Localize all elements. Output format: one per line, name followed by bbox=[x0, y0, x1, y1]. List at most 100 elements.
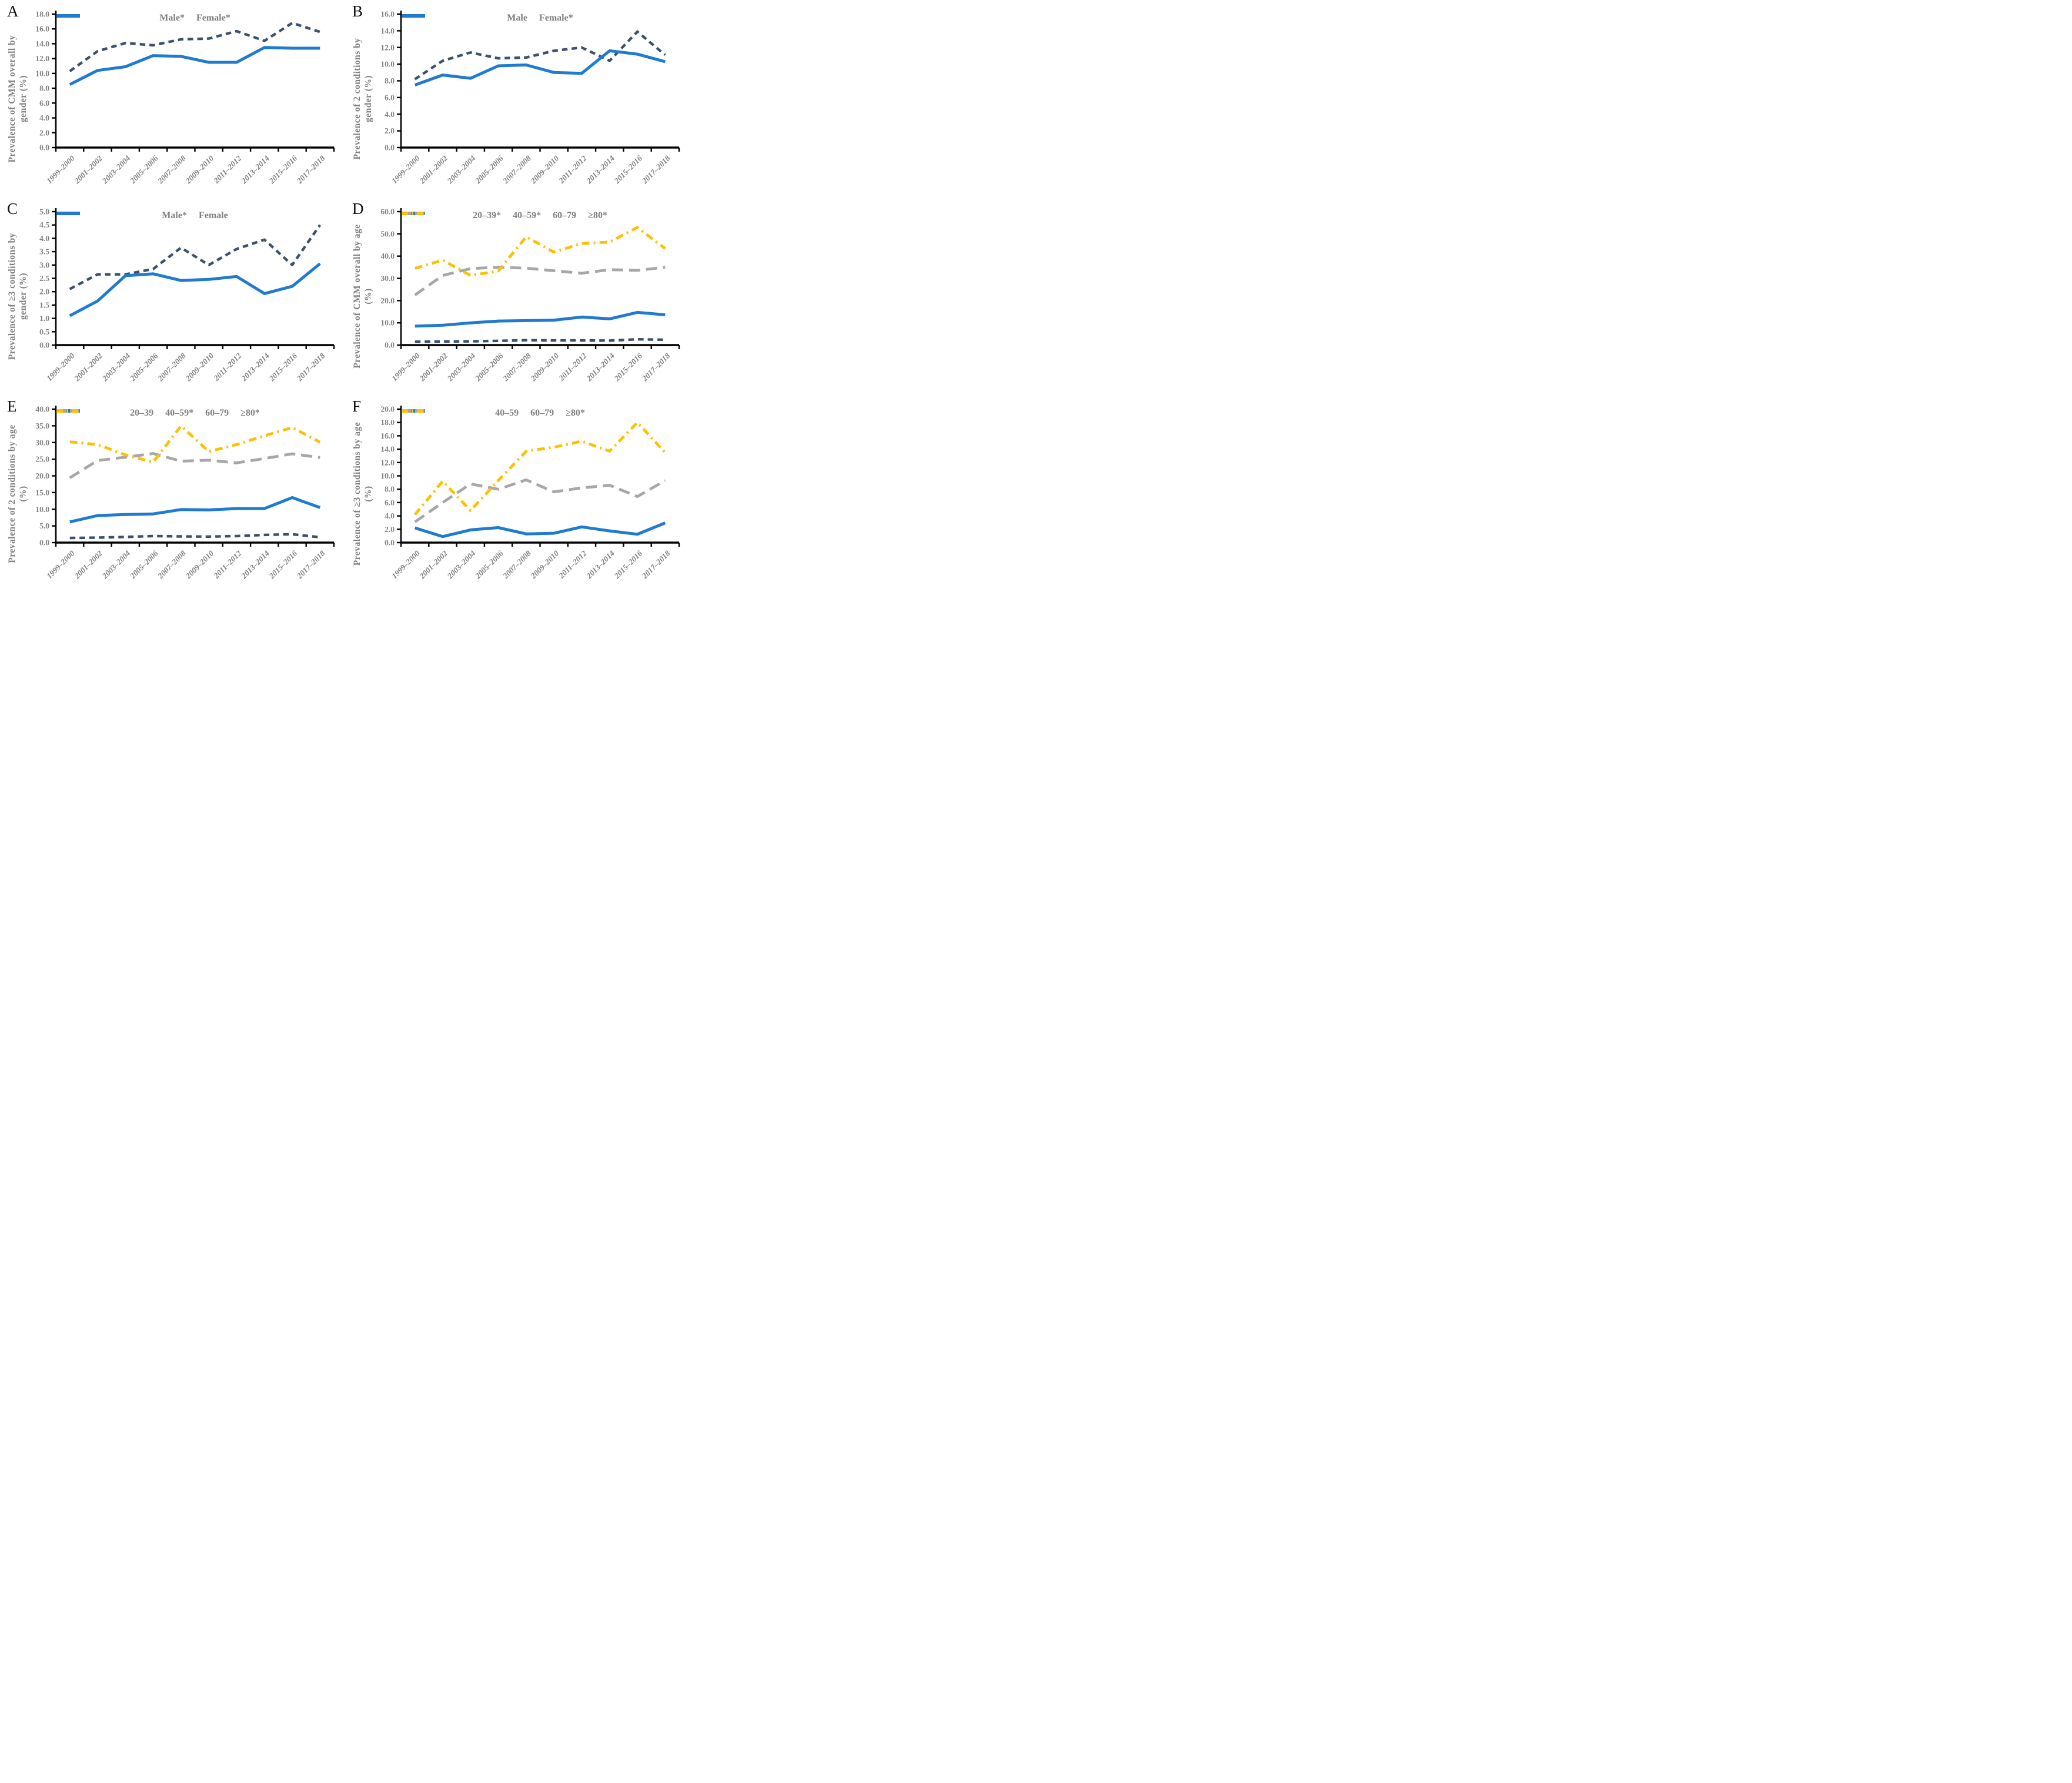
x-category-label: 1999–2000 bbox=[390, 548, 422, 580]
x-category-label: 2013–2014 bbox=[584, 153, 616, 185]
y-tick-label: 10.0 bbox=[35, 505, 49, 514]
x-category-label: 2017–2018 bbox=[640, 548, 671, 580]
y-tick-label: 20.0 bbox=[35, 471, 49, 480]
y-tick-label: 1.5 bbox=[39, 300, 49, 309]
x-category-label: 2007–2008 bbox=[156, 548, 188, 580]
y-tick-label: 50.0 bbox=[380, 229, 395, 238]
y-tick-label: 5.0 bbox=[39, 521, 49, 530]
series-line-6079 bbox=[414, 478, 666, 523]
x-category-label: 2017–2018 bbox=[295, 351, 326, 383]
x-category-label: 1999–2000 bbox=[45, 548, 76, 580]
series-line-80 bbox=[413, 421, 667, 516]
legend-label: 20–39* bbox=[473, 210, 502, 220]
legend-label: Male* bbox=[159, 13, 185, 23]
x-category-label: 2003–2004 bbox=[445, 548, 477, 580]
x-category-label: 2017–2018 bbox=[640, 351, 671, 383]
y-axis-label-wrap: Prevalence of ≥3 conditions by gender (%… bbox=[0, 198, 36, 395]
legend-item: Male* bbox=[56, 210, 187, 221]
y-tick-label: 15.0 bbox=[35, 488, 49, 497]
legend-item: ≥80* bbox=[56, 408, 260, 419]
x-category-label: 2009–2010 bbox=[183, 548, 215, 580]
x-category-label: 2015–2016 bbox=[612, 548, 644, 580]
series-line-Female bbox=[69, 46, 320, 86]
y-tick-label: 5.0 bbox=[39, 208, 49, 216]
y-tick-label: 8.0 bbox=[39, 84, 49, 93]
chart-E: 0.0 5.0 10.0 15.0 20.0 25.0 30.0 35.0 40.0 1999–2… bbox=[35, 405, 335, 581]
y-tick-label: 0.0 bbox=[39, 143, 49, 152]
y-tick-label: 4.0 bbox=[385, 511, 395, 520]
series-line-80 bbox=[415, 226, 666, 277]
x-category-label: 2011–2012 bbox=[212, 153, 243, 185]
y-axis-label-wrap: Prevalence of 2 conditions by age (%) bbox=[0, 395, 36, 593]
y-axis-label: Prevalence of ≥3 conditions by age (%) bbox=[352, 422, 373, 566]
legend-label: Female* bbox=[196, 13, 230, 23]
legend-line-sample bbox=[56, 212, 80, 215]
y-tick-label: 25.0 bbox=[35, 455, 49, 464]
x-category-label: 2005–2006 bbox=[473, 548, 504, 580]
legend-item: 40–59 bbox=[402, 408, 519, 419]
x-category-label: 2003–2004 bbox=[100, 548, 132, 580]
legend: Male* Female bbox=[56, 210, 334, 221]
legend-label: 60–79 bbox=[530, 408, 554, 418]
x-category-label: 2001–2002 bbox=[417, 548, 449, 580]
legend-line-sample bbox=[402, 14, 425, 18]
panel-letter: B bbox=[352, 2, 363, 20]
series-line-2039 bbox=[69, 533, 320, 540]
y-tick-label: 20.0 bbox=[380, 405, 395, 414]
y-tick-label: 6.0 bbox=[385, 498, 395, 507]
legend-item: Female bbox=[56, 210, 228, 221]
legend-item: 40–59* bbox=[56, 408, 194, 419]
y-axis-label-wrap: Prevalence of CMM overall by age (%) bbox=[345, 198, 382, 395]
x-category-label: 2007–2008 bbox=[156, 153, 188, 185]
x-category-label: 2017–2018 bbox=[295, 548, 326, 580]
y-tick-label: 10.0 bbox=[35, 69, 49, 78]
y-tick-label: 0.0 bbox=[39, 341, 49, 350]
y-tick-label: 12.0 bbox=[35, 54, 49, 63]
y-tick-label: 12.0 bbox=[380, 458, 395, 467]
x-category-label: 2011–2012 bbox=[557, 548, 589, 580]
x-category-label: 2013–2014 bbox=[239, 153, 271, 185]
x-category-label: 2009–2010 bbox=[529, 548, 560, 580]
y-tick-label: 1.0 bbox=[39, 314, 49, 323]
legend-label: ≥80* bbox=[240, 408, 260, 418]
x-category-label: 2001–2002 bbox=[417, 351, 449, 383]
legend-line-sample bbox=[56, 409, 80, 413]
x-category-label: 2005–2006 bbox=[473, 153, 504, 185]
y-tick-label: 16.0 bbox=[380, 10, 395, 19]
x-category-label: 2017–2018 bbox=[640, 153, 671, 185]
x-category-label: 2005–2006 bbox=[128, 153, 159, 185]
x-category-label: 2005–2006 bbox=[128, 548, 159, 580]
y-tick-label: 40.0 bbox=[35, 405, 49, 414]
legend-item: 20–39* bbox=[402, 210, 502, 221]
series-line-4059 bbox=[415, 310, 666, 328]
x-category-label: 2011–2012 bbox=[557, 351, 589, 383]
y-tick-label: 0.0 bbox=[39, 538, 49, 547]
legend: 40–59 60–79 ≥80* bbox=[401, 408, 679, 419]
chart-F: 0.0 2.0 4.0 6.0 8.0 10.0 12.0 14.0 16.0 18.0 20.0 1… bbox=[380, 405, 680, 581]
legend-label: 40–59* bbox=[165, 408, 194, 418]
legend: 20–39* 40–59* 60–79 ≥80* bbox=[401, 210, 679, 221]
y-tick-label: 14.0 bbox=[35, 39, 49, 48]
x-category-label: 2015–2016 bbox=[267, 351, 299, 383]
series-line-2039 bbox=[415, 337, 666, 343]
y-tick-label: 6.0 bbox=[385, 93, 395, 102]
legend-label: Male bbox=[507, 13, 527, 23]
y-tick-label: 40.0 bbox=[380, 252, 395, 260]
panel-letter: F bbox=[352, 397, 362, 415]
x-category-label: 2009–2010 bbox=[529, 153, 560, 185]
legend-label: 60–79 bbox=[553, 210, 577, 220]
series-line-6079 bbox=[69, 452, 320, 479]
panel-D: D Prevalence of CMM overall by age (%) 0.0… bbox=[345, 198, 690, 395]
y-axis-label-wrap: Prevalence of ≥3 conditions by age (%) bbox=[345, 395, 382, 593]
x-category-label: 2015–2016 bbox=[612, 153, 644, 185]
y-tick-label: 35.0 bbox=[35, 422, 49, 430]
x-category-label: 2001–2002 bbox=[417, 153, 449, 185]
x-category-label: 2013–2014 bbox=[584, 351, 616, 383]
panel-letter: E bbox=[7, 397, 17, 415]
y-axis-label: Prevalence of 2 conditions by age (%) bbox=[7, 424, 28, 563]
y-tick-label: 2.0 bbox=[39, 128, 49, 137]
y-tick-label: 10.0 bbox=[380, 319, 395, 327]
legend-item: 60–79 bbox=[402, 210, 577, 221]
y-tick-label: 18.0 bbox=[380, 418, 395, 427]
series-line-Male bbox=[69, 224, 322, 290]
